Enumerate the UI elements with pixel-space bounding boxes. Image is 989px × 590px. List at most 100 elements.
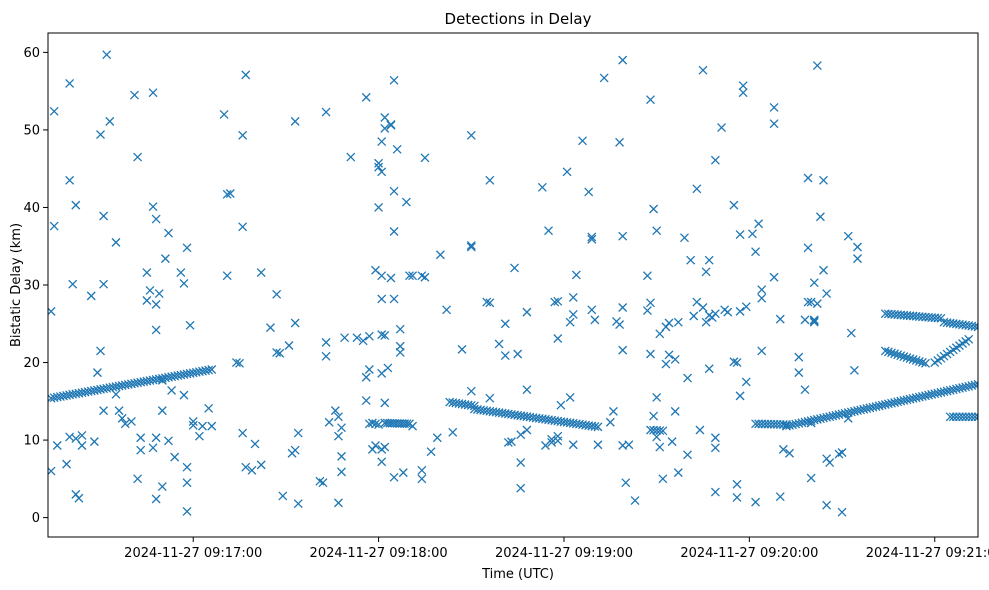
data-point (133, 152, 143, 162)
data-point (553, 296, 563, 306)
data-point (417, 465, 427, 475)
data-point (590, 421, 600, 431)
data-point (389, 227, 399, 236)
data-point (646, 95, 655, 105)
data-point (405, 271, 414, 281)
data-point (584, 187, 594, 197)
data-point (646, 349, 655, 359)
data-point (621, 478, 631, 488)
y-tick-label: 0 (32, 511, 40, 526)
data-point (578, 136, 587, 146)
data-point (293, 428, 303, 438)
data-point (973, 412, 978, 422)
data-point (510, 263, 520, 273)
data-point (448, 427, 458, 437)
data-point (49, 106, 59, 116)
data-point (377, 457, 387, 467)
data-point (207, 365, 217, 374)
data-point (658, 474, 668, 484)
data-point (133, 474, 143, 484)
data-point (256, 268, 266, 278)
data-point (565, 317, 575, 327)
data-point (151, 494, 161, 504)
chart-title: Detections in Delay (445, 10, 592, 28)
data-point (442, 305, 452, 315)
data-point (849, 365, 859, 375)
data-point (386, 273, 396, 283)
data-point (466, 240, 476, 250)
data-point (593, 422, 603, 432)
data-point (698, 65, 708, 75)
data-point (405, 419, 414, 429)
data-point (71, 200, 81, 210)
data-point (386, 120, 396, 130)
data-point (114, 406, 124, 416)
data-point (250, 439, 260, 449)
data-point (401, 197, 411, 207)
data-point (290, 318, 300, 328)
data-point (346, 152, 356, 162)
data-point (652, 226, 662, 236)
data-point (52, 441, 62, 450)
data-point (500, 351, 510, 361)
data-point (618, 345, 628, 355)
data-point (204, 365, 214, 375)
data-point (62, 459, 71, 469)
data-point (272, 347, 282, 357)
data-point (176, 268, 186, 278)
data-point (896, 351, 906, 361)
data-point (741, 377, 751, 387)
data-point (374, 203, 384, 212)
data-point (803, 243, 813, 253)
data-point (65, 78, 75, 88)
data-point (680, 233, 689, 243)
data-point (324, 417, 334, 427)
data-point (899, 352, 909, 362)
data-point (284, 341, 294, 350)
data-point (182, 243, 192, 253)
data-point (642, 306, 652, 316)
data-point (618, 55, 628, 65)
data-point (377, 167, 387, 177)
data-point (741, 302, 751, 312)
data-point (593, 440, 603, 450)
data-point (794, 352, 804, 362)
data-point (757, 285, 767, 295)
data-point (747, 229, 757, 239)
data-point (503, 437, 513, 447)
data-point (389, 472, 399, 482)
y-tick-label: 30 (23, 279, 40, 294)
data-point (321, 337, 331, 347)
data-point (757, 293, 767, 303)
data-point (590, 315, 600, 325)
data-point (522, 425, 532, 435)
data-point (485, 298, 495, 308)
data-point (751, 247, 761, 257)
data-point (704, 255, 714, 265)
data-point (649, 204, 659, 214)
data-point (86, 291, 96, 301)
data-point (880, 346, 890, 356)
data-point (380, 442, 390, 452)
data-point (157, 482, 167, 492)
data-point (182, 506, 192, 516)
data-point (426, 447, 436, 457)
data-point (151, 299, 161, 309)
data-point (815, 212, 825, 222)
data-point (275, 348, 285, 358)
data-point (812, 61, 822, 71)
data-point (800, 385, 810, 395)
data-point (605, 417, 615, 427)
data-point (337, 467, 346, 477)
data-point (837, 448, 847, 457)
data-point (185, 320, 195, 330)
data-point (710, 433, 720, 443)
data-point (568, 310, 578, 319)
data-point (513, 349, 523, 359)
data-point (364, 365, 374, 374)
data-point (389, 75, 399, 85)
data-point (99, 279, 109, 289)
data-point (556, 400, 566, 410)
data-point (219, 109, 229, 119)
